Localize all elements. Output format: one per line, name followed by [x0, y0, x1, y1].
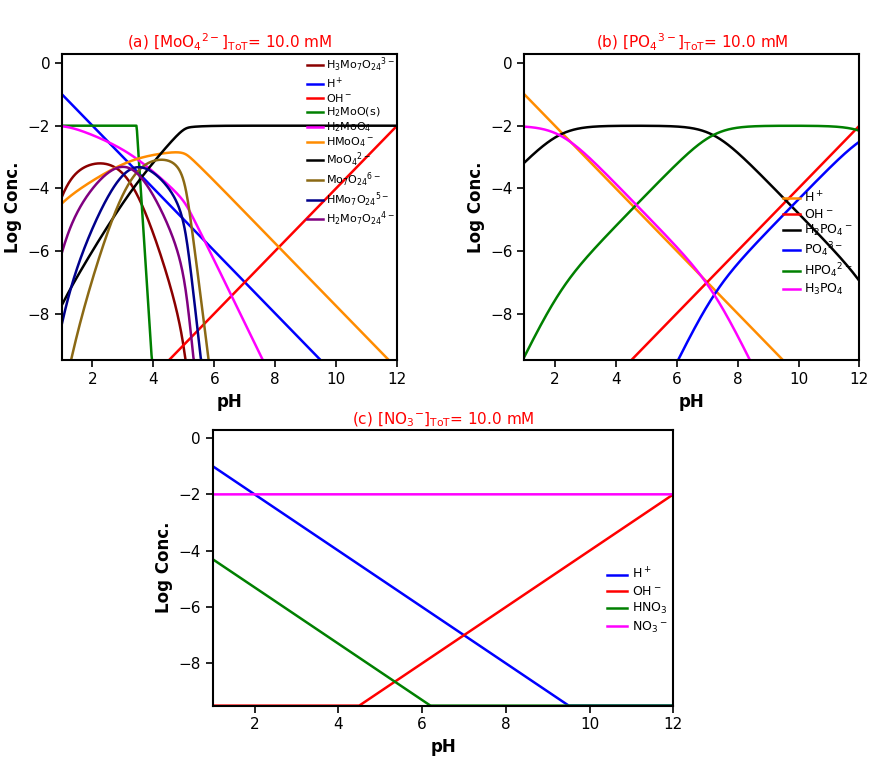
Legend: H$_3$Mo$_7$O$_{24}$$^{3-}$, H$^+$, OH$^-$, H$_2$MoO(s), H$_2$MoO$_4$, HMoO$_4$$^: H$_3$Mo$_7$O$_{24}$$^{3-}$, H$^+$, OH$^-…	[306, 54, 396, 229]
Y-axis label: Log Conc.: Log Conc.	[155, 522, 173, 614]
Legend: H$^+$, OH$^-$, HNO$_3$, NO$_3$$^-$: H$^+$, OH$^-$, HNO$_3$, NO$_3$$^-$	[602, 561, 672, 640]
Title: (c) [NO$_3$$^{-}$]$_\mathregular{ToT}$= 10.0 mM: (c) [NO$_3$$^{-}$]$_\mathregular{ToT}$= …	[352, 410, 534, 429]
X-axis label: pH: pH	[679, 393, 704, 411]
X-axis label: pH: pH	[430, 738, 456, 756]
Y-axis label: Log Conc.: Log Conc.	[4, 161, 22, 253]
Legend: H$^+$, OH$^-$, H$_2$PO$_4$$^-$, PO$_4$$^{3-}$, HPO$_4$$^{2-}$, H$_3$PO$_4$: H$^+$, OH$^-$, H$_2$PO$_4$$^-$, PO$_4$$^…	[778, 186, 859, 302]
X-axis label: pH: pH	[217, 393, 243, 411]
Title: (b) [PO$_4$$^{3-}$]$_\mathregular{ToT}$= 10.0 mM: (b) [PO$_4$$^{3-}$]$_\mathregular{ToT}$=…	[595, 31, 789, 53]
Title: (a) [MoO$_4$$^{2-}$]$_\mathregular{ToT}$= 10.0 mM: (a) [MoO$_4$$^{2-}$]$_\mathregular{ToT}$…	[127, 31, 332, 53]
Y-axis label: Log Conc.: Log Conc.	[467, 161, 485, 253]
